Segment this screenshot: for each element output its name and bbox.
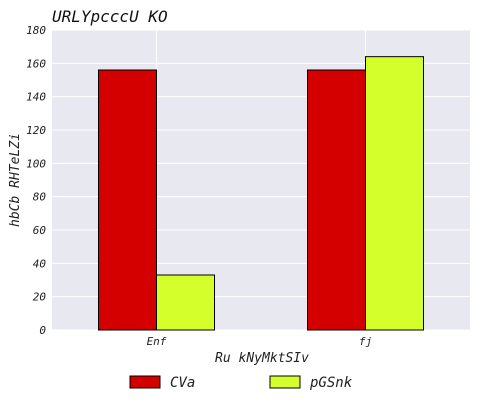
legend-swatch-CVa xyxy=(129,375,161,389)
y-tick-label: 40 xyxy=(33,257,47,270)
chart-title: URLYpcccU KO xyxy=(52,7,168,26)
x-axis-label: Ru kNyMktSIv xyxy=(215,351,309,366)
x-tick-labels: Enf fj xyxy=(147,335,373,348)
y-tick-labels: 0 20 40 60 80 100 120 140 160 180 xyxy=(26,24,46,337)
bar-CVa-Enf xyxy=(98,69,157,331)
y-tick-label: 0 xyxy=(39,324,46,337)
y-tick-label: 180 xyxy=(26,24,46,37)
x-tick-label: Enf xyxy=(147,335,167,348)
y-tick-label: 120 xyxy=(26,124,46,137)
legend: CVa pGSnk xyxy=(129,375,353,391)
y-tick-label: 100 xyxy=(26,157,46,170)
legend-swatch-pGSnk xyxy=(269,375,301,389)
bar-pGSnk-fj xyxy=(365,56,424,331)
y-axis-label: hbCb RHTeLZi xyxy=(8,133,23,227)
bar-CVa-fj xyxy=(307,69,366,331)
x-tick-label: fj xyxy=(359,335,372,348)
y-tick-label: 20 xyxy=(33,291,47,304)
legend-label-pGSnk: pGSnk xyxy=(309,375,353,391)
bars xyxy=(98,56,424,331)
y-tick-label: 60 xyxy=(33,224,47,237)
legend-label-CVa: CVa xyxy=(170,375,195,391)
y-tick-label: 140 xyxy=(26,91,46,104)
bar-pGSnk-Enf xyxy=(156,274,215,331)
y-tick-label: 80 xyxy=(33,191,47,204)
y-tick-label: 160 xyxy=(26,57,46,70)
